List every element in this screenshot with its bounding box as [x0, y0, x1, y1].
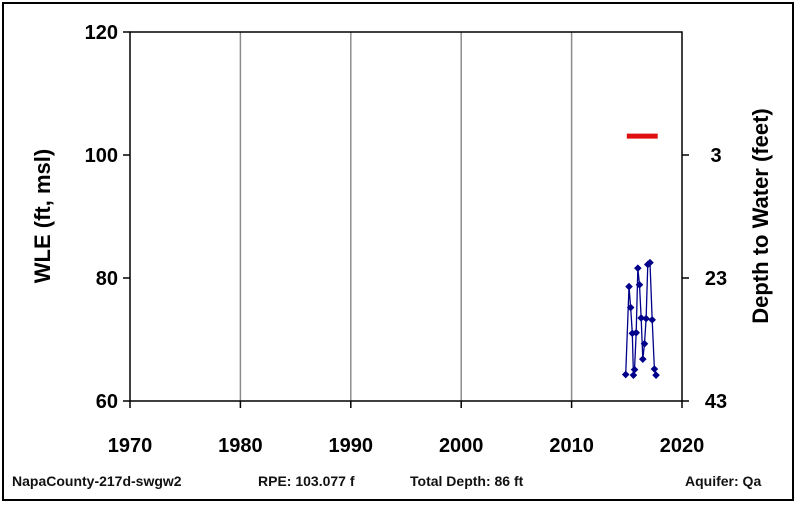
data-point [652, 371, 660, 379]
y2-tick-label: 23 [705, 268, 727, 290]
data-point [629, 371, 638, 379]
data-point [635, 280, 644, 289]
rpe-value: RPE: 103.077 f [258, 473, 355, 489]
data-point [640, 340, 649, 348]
data-point [639, 355, 647, 363]
x-tick-label: 1990 [329, 435, 374, 457]
y-tick-label: 80 [96, 268, 118, 290]
data-point [632, 328, 640, 337]
axis-ticks: 1970 1980 1990 2000 2010 2020 60 80 100 120 3 23 43 [85, 22, 728, 457]
y-tick-label: 60 [96, 391, 118, 413]
y2-tick-label: 3 [710, 145, 721, 167]
y-tick-label: 100 [85, 145, 118, 167]
x-tick-label: 2010 [549, 435, 594, 457]
y-tick-label: 120 [85, 22, 118, 44]
aquifer: Aquifer: Qa [685, 473, 762, 489]
chart-frame [2, 2, 794, 501]
x-tick-label: 1970 [108, 435, 153, 457]
plot-area [129, 31, 683, 402]
series-line [625, 261, 657, 376]
data-point [643, 260, 652, 269]
data-point [634, 264, 642, 272]
y2-tick-label: 43 [705, 391, 727, 413]
data-point [626, 303, 635, 312]
grid-lines [239, 32, 573, 401]
y-axis-label: WLE (ft, msl) [30, 149, 55, 283]
series-marks [621, 133, 660, 379]
total-depth: Total Depth: 86 ft [410, 473, 524, 489]
data-point [637, 314, 645, 322]
data-point [625, 282, 633, 291]
data-point [646, 258, 654, 267]
x-tick-label: 1980 [218, 435, 263, 457]
data-point [621, 370, 630, 379]
y2-axis-label: Depth to Water (feet) [748, 108, 773, 324]
well-id: NapaCounty-217d-swgw2 [12, 473, 182, 489]
data-point [630, 365, 639, 374]
data-point [642, 314, 650, 323]
x-tick-label: 2000 [439, 435, 484, 457]
data-point [648, 316, 656, 324]
data-point [650, 365, 659, 373]
x-tick-label: 2020 [660, 435, 705, 457]
